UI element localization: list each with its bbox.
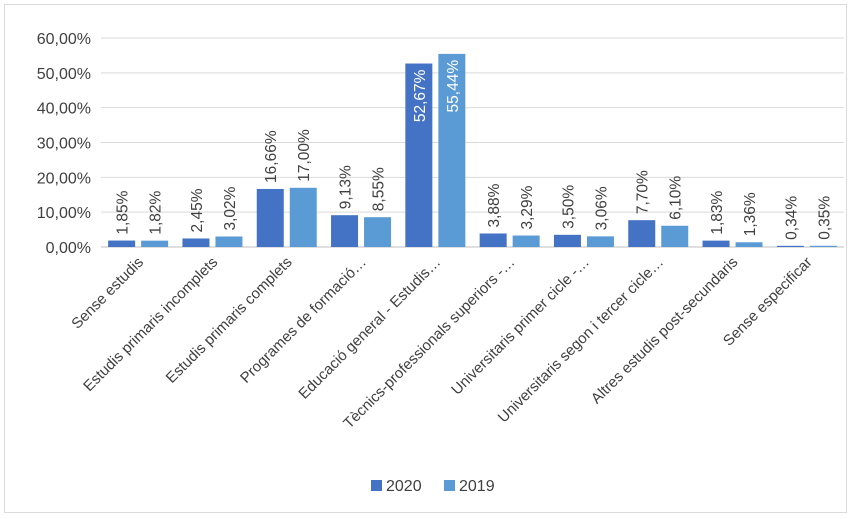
bar-2019 <box>586 236 614 247</box>
bar-2020 <box>553 234 581 247</box>
legend-swatch <box>444 480 455 491</box>
data-label: 1,82% <box>148 190 165 234</box>
x-tick-label: Estudis primaris complets <box>163 254 296 387</box>
bar-2019 <box>735 242 763 247</box>
bar-2019 <box>364 217 392 247</box>
data-label: 1,83% <box>709 190 726 234</box>
bar-2019 <box>438 53 466 247</box>
bar-2020 <box>405 63 433 247</box>
x-tick-label: Programes de formació… <box>237 254 370 387</box>
y-tick-label: 0,00% <box>46 240 91 257</box>
chart-frame: 0,00% 10,00% 20,00% 30,00% 40,00% 50,00% 60,00… <box>4 4 847 513</box>
x-tick-label: Universitaris primer cicle -… <box>448 254 593 399</box>
x-tick-label: Estudis primaris incomplets <box>80 254 221 395</box>
y-axis-ticks: 0,00% 10,00% 20,00% 30,00% 40,00% 50,00% 60,00… <box>37 31 91 257</box>
legend-label: 2019 <box>459 478 495 495</box>
data-label: 1,36% <box>742 192 759 236</box>
legend: 2020 2019 <box>371 478 495 495</box>
bar-chart: 0,00% 10,00% 20,00% 30,00% 40,00% 50,00% 60,00… <box>37 31 844 495</box>
bar-2020 <box>702 240 730 247</box>
bar-2019 <box>512 235 540 247</box>
data-label: 17,00% <box>296 129 313 182</box>
bar-2020 <box>108 240 136 247</box>
x-tick-label: Altres estudis post-secundaris <box>588 254 742 408</box>
data-labels: 1,85% 1,82% 2,45% 3,02% 16,66% 17,00% 9,13% 8,5… <box>115 60 834 240</box>
data-label: 7,70% <box>635 170 652 214</box>
y-tick-label: 50,00% <box>37 66 91 83</box>
data-label: 3,50% <box>560 185 577 229</box>
x-tick-label: Educació general - Estudis… <box>295 254 444 403</box>
bars <box>108 53 837 247</box>
y-tick-label: 30,00% <box>37 136 91 153</box>
bar-2020 <box>628 220 656 247</box>
data-label: 55,44% <box>445 60 462 113</box>
bar-2020 <box>479 233 507 247</box>
legend-swatch <box>371 480 382 491</box>
bar-2020 <box>256 188 284 247</box>
y-tick-label: 60,00% <box>37 31 91 48</box>
data-label: 6,10% <box>668 176 685 220</box>
gridlines <box>101 37 844 248</box>
data-label: 16,66% <box>263 130 280 183</box>
data-label: 0,34% <box>783 196 800 240</box>
data-label: 1,85% <box>115 190 132 234</box>
bar-2020 <box>331 215 359 247</box>
data-label: 0,35% <box>816 196 833 240</box>
bar-2020 <box>776 245 804 247</box>
bar-2019 <box>141 240 169 247</box>
x-tick-label: Universitaris segon i tercer cicle… <box>495 254 667 426</box>
bar-2019 <box>661 225 689 247</box>
data-label: 3,02% <box>222 186 239 230</box>
data-label: 2,45% <box>189 188 206 232</box>
data-label: 52,67% <box>412 69 429 122</box>
bar-2019 <box>215 236 243 247</box>
legend-label: 2020 <box>386 478 422 495</box>
data-label: 3,06% <box>593 186 610 230</box>
y-tick-label: 40,00% <box>37 101 91 118</box>
bar-2019 <box>289 187 317 247</box>
data-label: 3,29% <box>519 185 536 229</box>
bar-2020 <box>182 238 210 247</box>
bar-2019 <box>809 245 837 247</box>
x-tick-label: Sense estudis <box>68 254 147 333</box>
data-label: 9,13% <box>338 165 355 209</box>
data-label: 3,88% <box>486 183 503 227</box>
data-label: 8,55% <box>371 167 388 211</box>
y-tick-label: 20,00% <box>37 170 91 187</box>
y-tick-label: 10,00% <box>37 205 91 222</box>
